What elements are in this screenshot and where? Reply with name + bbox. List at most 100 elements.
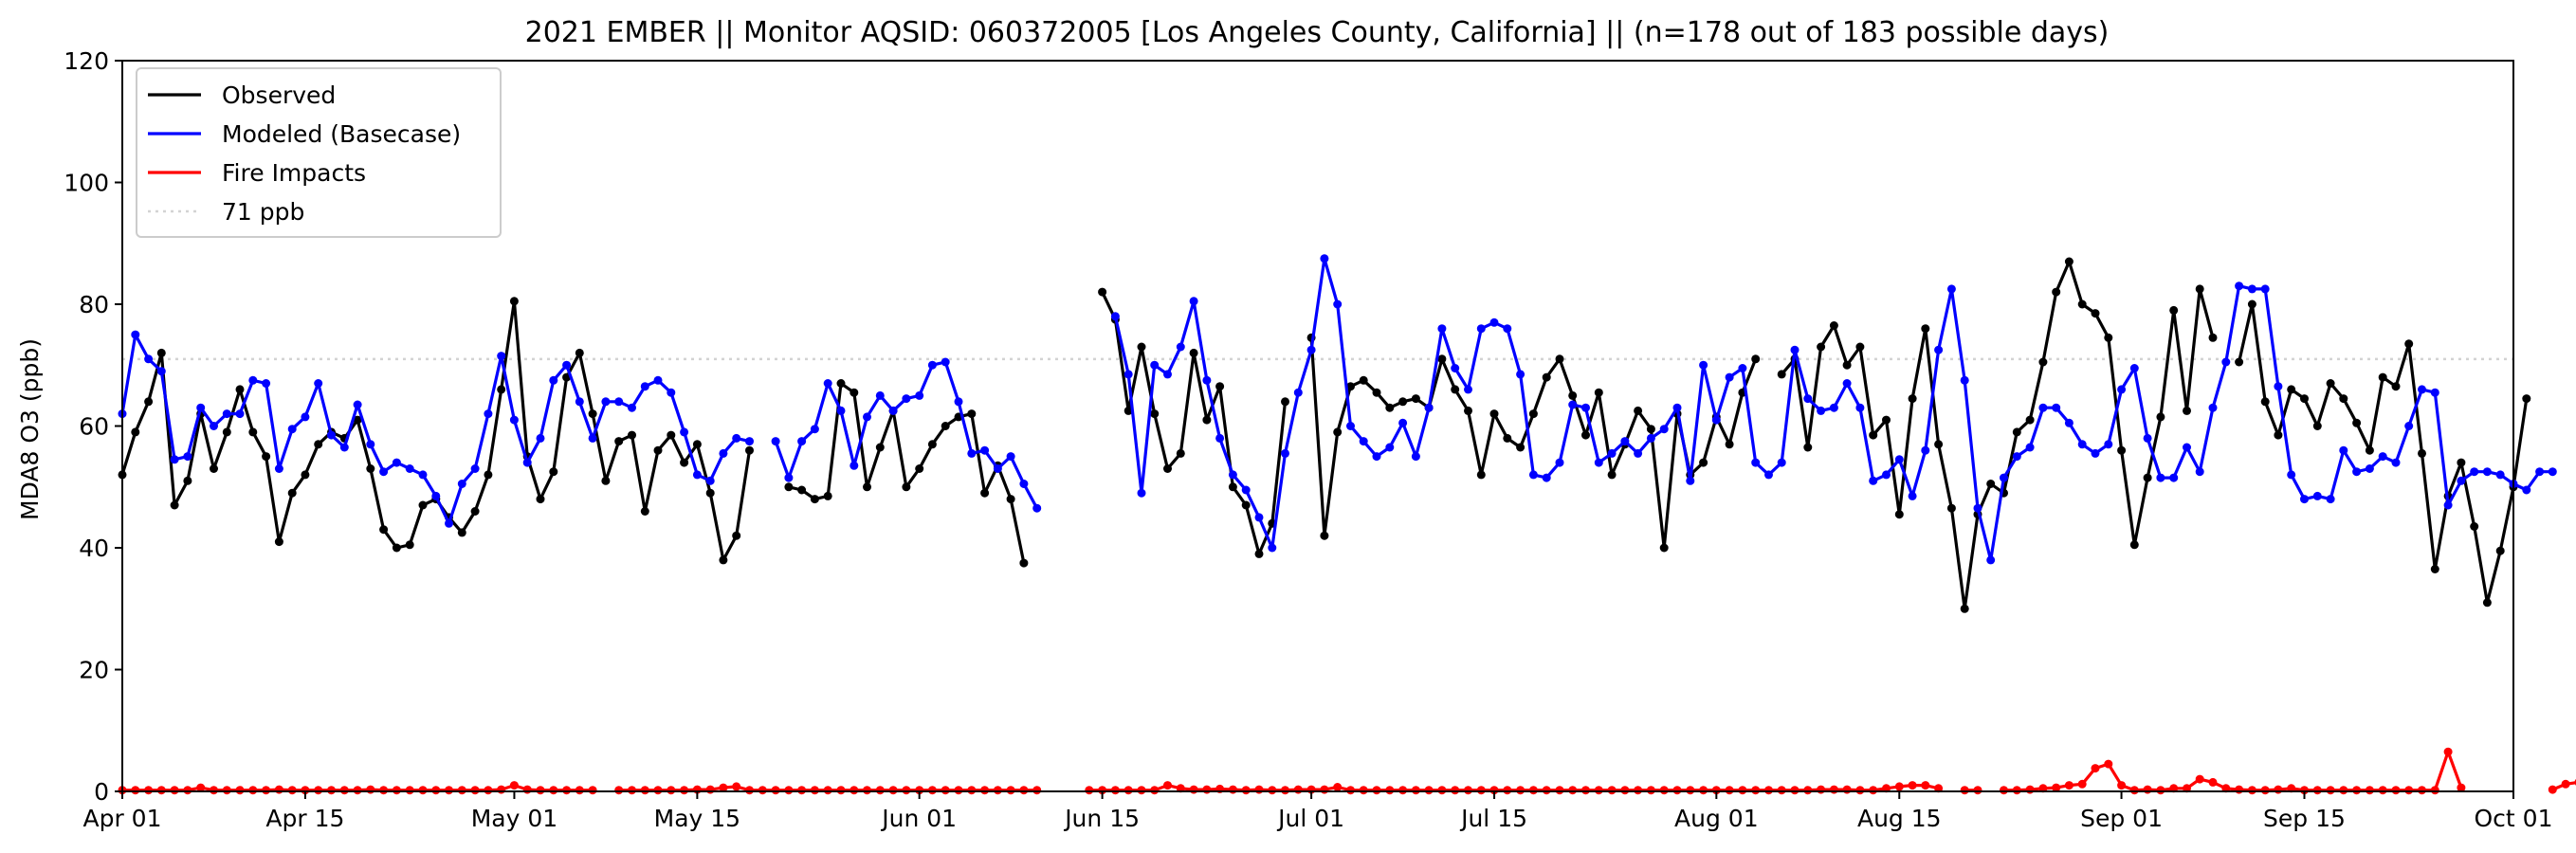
data-point [222,427,231,437]
data-point [2143,473,2152,482]
data-point [2287,470,2296,480]
data-point [1555,786,1564,795]
data-point [875,390,885,400]
data-point [418,470,428,480]
data-point [392,458,401,467]
data-point [2312,786,2322,795]
data-point [2495,470,2505,480]
data-point [875,443,885,452]
data-point [1411,786,1420,795]
data-point [248,427,258,437]
data-point [2091,448,2100,458]
data-point [1320,531,1329,540]
data-point [562,360,572,370]
data-point [640,382,649,391]
data-point [379,467,389,477]
data-point [470,507,480,516]
data-point [274,464,283,473]
data-point [562,786,572,795]
data-point [1817,785,1826,794]
data-point [1241,786,1251,795]
data-point [850,388,859,397]
data-point [680,458,689,467]
data-point [470,464,480,473]
data-point [1176,342,1185,352]
data-point [1699,360,1708,370]
data-point [2025,443,2035,452]
data-point [1320,254,1329,263]
data-point [1124,786,1133,795]
data-point [170,455,179,464]
data-point [1124,406,1133,415]
data-point [497,385,506,394]
data-point [210,786,218,795]
data-point [2208,403,2218,412]
data-point [2300,394,2309,404]
data-point [392,786,401,795]
data-point [601,397,611,407]
data-point [1150,409,1160,419]
data-point [823,379,832,388]
data-point [1542,786,1551,795]
data-point [314,786,323,795]
data-point [1346,422,1355,430]
data-point [2247,299,2256,309]
data-point [810,425,819,434]
data-point [2143,433,2152,443]
data-point [314,440,323,449]
data-point [1973,503,1982,513]
data-point [692,440,702,449]
data-point [509,297,519,306]
data-point [1268,786,1277,795]
data-point [2260,786,2270,795]
data-point [2391,382,2401,391]
data-point [2378,786,2387,795]
data-point [1254,549,1264,558]
data-point [719,555,728,565]
data-point [509,415,519,425]
data-point [549,467,558,477]
x-tick-label: May 01 [471,805,557,832]
data-point [836,406,846,415]
data-point [1411,452,1420,462]
data-point [1751,458,1761,467]
data-point [2156,412,2165,422]
data-point [1542,372,1551,382]
y-tick-label: 0 [94,778,109,806]
data-point [549,375,558,385]
data-point [509,781,519,790]
data-point [1437,324,1447,334]
data-point [2535,467,2545,477]
y-tick-label: 80 [79,291,109,318]
data-point [2025,415,2035,425]
data-point [457,786,466,795]
data-point [2274,382,2283,391]
data-point [196,403,206,412]
data-point [144,354,154,364]
data-point [2352,418,2362,427]
data-point [640,507,649,516]
y-axis: 0 20 40 60 80 100 120 [64,47,122,806]
data-point [1568,390,1578,400]
data-point [2117,781,2127,790]
data-point [1333,427,1343,437]
data-point [954,397,963,407]
data-point [653,445,663,455]
data-point [262,452,271,462]
data-point [1516,443,1526,452]
data-point [2077,440,2087,449]
data-point [1568,786,1578,795]
data-point [1672,786,1682,795]
data-point [1398,786,1408,795]
data-point [327,430,336,440]
data-point [1908,781,1917,790]
data-point [353,400,362,409]
data-point [2352,467,2362,477]
data-point [2038,403,2048,412]
data-point [1189,297,1198,306]
data-point [445,786,453,795]
data-point [2247,786,2256,795]
data-point [2312,422,2322,430]
data-point [2470,467,2479,477]
